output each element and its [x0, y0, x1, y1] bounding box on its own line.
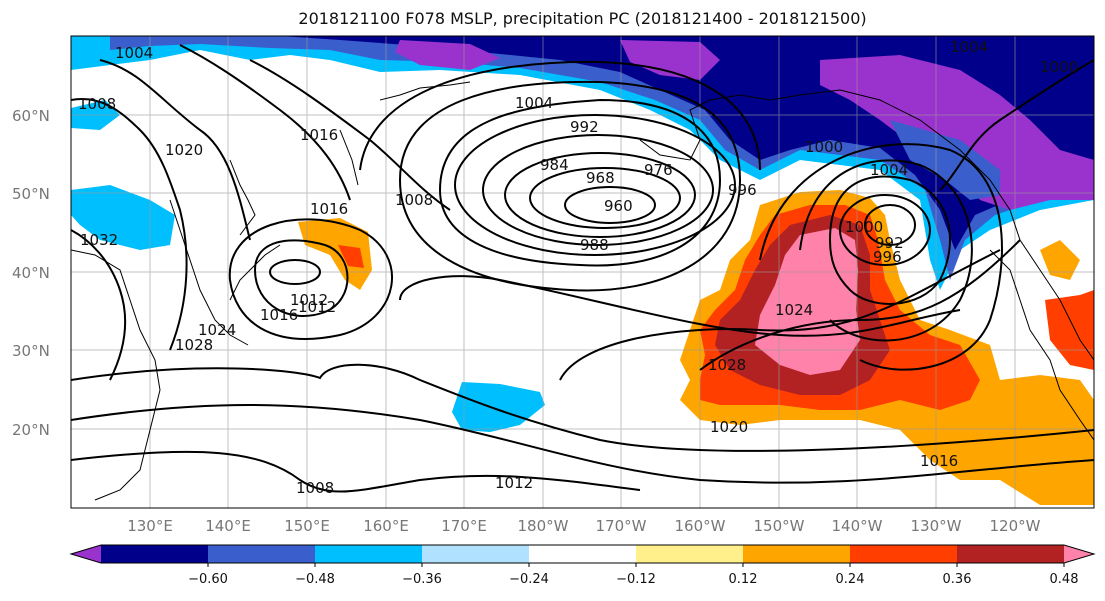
- isobar-label: 1012: [290, 291, 328, 309]
- colorbar-tick-label: 0.24: [836, 572, 865, 587]
- lat-label: 30°N: [12, 342, 50, 360]
- colorbar-segment: [208, 545, 316, 563]
- colorbar-extend-low: [71, 545, 101, 563]
- lat-label: 60°N: [12, 107, 50, 125]
- isobar-label: 996: [728, 181, 757, 199]
- isobar-label: 1032: [80, 231, 118, 249]
- longitude-axis: 130°E 140°E 150°E 160°E 170°E 180°W 170°…: [127, 517, 1040, 535]
- lon-label: 140°E: [205, 517, 251, 535]
- lon-label: 150°W: [754, 517, 805, 535]
- colorbar-segment: [636, 545, 744, 563]
- isobar-label: 1004: [870, 161, 908, 179]
- isobar-label: 1008: [395, 191, 433, 209]
- isobar-label: 1024: [198, 321, 236, 339]
- isobar-label: 1004: [115, 44, 153, 62]
- isobar-label: 1000: [805, 138, 843, 156]
- isobar-label: 1012: [495, 474, 533, 492]
- isobar-label: 968: [586, 169, 615, 187]
- isobar-label: 1012: [298, 298, 336, 316]
- graticule: [71, 36, 1094, 508]
- colorbar-tick-label: −0.48: [295, 572, 335, 587]
- isobar-label: 996: [873, 248, 902, 266]
- isobar-label: 992: [570, 118, 599, 136]
- isobar-label: 1028: [175, 336, 213, 354]
- lon-label: 140°W: [832, 517, 883, 535]
- lat-label: 20°N: [12, 421, 50, 439]
- lon-label: 150°E: [284, 517, 330, 535]
- colorbar-outline: [69, 544, 1096, 564]
- lon-label: 160°E: [363, 517, 409, 535]
- lat-label: 50°N: [12, 185, 50, 203]
- colorbar-tick-label: −0.60: [188, 572, 228, 587]
- colorbar-tick-label: −0.36: [402, 572, 442, 587]
- isobar-label: 992: [875, 234, 904, 252]
- colorbar: −0.60 −0.48 −0.36 −0.24 −0.12 0.12 0.24 0.36 0.4…: [69, 544, 1096, 587]
- isobar-label: 1000: [1040, 58, 1078, 76]
- colorbar-segment: [529, 545, 637, 563]
- isobar-label: 984: [540, 156, 569, 174]
- coastlines: [71, 81, 1094, 501]
- lon-label: 170°W: [596, 517, 647, 535]
- colorbar-tick-label: 0.12: [729, 572, 758, 587]
- isobar-label: 988: [580, 236, 609, 254]
- isobar-label: 1028: [708, 356, 746, 374]
- map-title: 2018121100 F078 MSLP, precipitation PC (…: [298, 9, 867, 28]
- colorbar-tick-label: −0.24: [509, 572, 549, 587]
- isobar-label: 1016: [310, 200, 348, 218]
- colorbar-segment: [743, 545, 851, 563]
- isobar-label: 960: [604, 197, 633, 215]
- latitude-axis: 60°N 50°N 40°N 30°N 20°N: [12, 107, 50, 439]
- colorbar-extend-high: [1064, 545, 1094, 563]
- lon-label: 170°E: [441, 517, 487, 535]
- isobar-label: 1016: [300, 126, 338, 144]
- isobar-label: 976: [644, 161, 673, 179]
- isobar-label: 1008: [296, 479, 334, 497]
- isobar-label-group: 1004 1008 1012 1016 1020 1024 1028 1032 …: [78, 38, 1078, 497]
- colorbar-segment: [315, 545, 423, 563]
- lon-label: 160°W: [675, 517, 726, 535]
- lon-label: 130°W: [911, 517, 962, 535]
- isobar-label: 1004: [950, 38, 988, 56]
- isobar-label: 1020: [710, 418, 748, 436]
- lon-label: 120°W: [990, 517, 1041, 535]
- title-bar: 2018121100 F078 MSLP, precipitation PC (…: [0, 0, 1105, 32]
- isobar-label: 1020: [165, 141, 203, 159]
- colorbar-segment: [957, 545, 1065, 563]
- lat-label: 40°N: [12, 264, 50, 282]
- colorbar-segment: [422, 545, 530, 563]
- isobar-label: 1008: [78, 95, 116, 113]
- colorbar-tick-label: 0.36: [943, 572, 972, 587]
- colorbar-tick-label: 0.48: [1050, 572, 1079, 587]
- isobars: [71, 44, 1094, 493]
- colorbar-segment: [850, 545, 958, 563]
- lon-label: 130°E: [127, 517, 173, 535]
- map-frame: [70, 35, 1095, 509]
- isobar-label: 1016: [920, 452, 958, 470]
- isobar-label: 1024: [775, 301, 813, 319]
- colorbar-tick-label: −0.12: [616, 572, 656, 587]
- isobar-label: 1000: [845, 218, 883, 236]
- lon-label: 180°W: [518, 517, 569, 535]
- isobar-label: 1004: [515, 94, 553, 112]
- isobar-label: 1016: [260, 306, 298, 324]
- colorbar-segment: [101, 545, 209, 563]
